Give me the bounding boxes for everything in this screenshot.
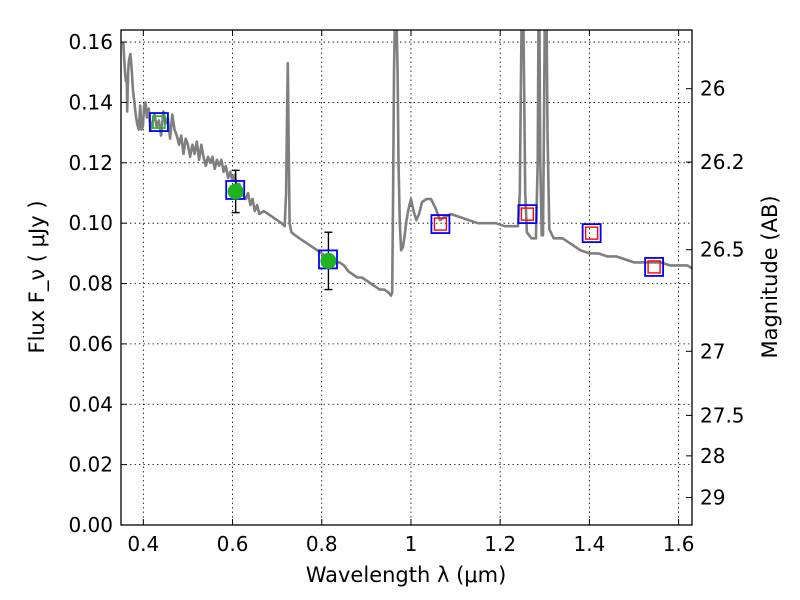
y-tick-label: 0.16: [68, 30, 113, 54]
photometry-point: [227, 183, 244, 200]
y-axis-label: Flux F_ν ( μJy ): [25, 200, 50, 353]
model-square-red: [520, 207, 535, 221]
y-tick-label: 0.02: [68, 453, 113, 477]
model-square-blue: [517, 204, 538, 225]
tick-labels: 0.4 0.6 0.8 1 1.2 1.4 1.6 0.00 0.02 0.04 0.06 0.08 0…: [68, 30, 744, 556]
y-tick-label: 0.04: [68, 392, 113, 416]
x-tick-label: 1.6: [663, 532, 695, 556]
model-square-red: [647, 260, 661, 274]
y-tick-label: 0.10: [68, 211, 113, 235]
y2-tick-label: 28: [700, 444, 725, 468]
model-square-green: [152, 115, 166, 129]
grid: [121, 30, 692, 526]
y2-axis-label: Magnitude (AB): [758, 195, 782, 358]
plot-frame: [120, 29, 693, 526]
photometry-point: [320, 252, 337, 269]
y-tick-label: 0.12: [68, 151, 113, 175]
model-square-red: [433, 217, 448, 231]
x-tick-label: 1.4: [573, 532, 605, 556]
spectrum-layer: [121, 30, 692, 297]
y2-tick-label: 29: [700, 485, 725, 509]
model-square-blue: [581, 223, 602, 244]
x-tick-label: 0.8: [306, 532, 338, 556]
y-tick-label: 0.14: [68, 90, 113, 114]
x-axis-label: Wavelength λ (μm): [306, 563, 507, 587]
model-square-blue: [430, 214, 451, 234]
model-square-red: [584, 226, 599, 240]
x-tick-label: 0.4: [127, 532, 159, 556]
y2-tick-label: 26: [700, 77, 725, 101]
y2-tick-label: 27.5: [700, 403, 745, 427]
y-tick-label: 0.08: [68, 272, 113, 296]
spectrum-line: [121, 30, 692, 297]
y2-tick-label: 26.5: [700, 238, 745, 262]
x-tick-label: 1.2: [484, 532, 516, 556]
x-tick-label: 0.6: [217, 532, 249, 556]
y-tick-label: 0.06: [68, 332, 113, 356]
x-tick-label: 1: [405, 532, 418, 556]
ticks: [121, 30, 692, 526]
markers-layer: [149, 112, 664, 291]
y2-tick-label: 27: [700, 339, 725, 363]
y2-tick-label: 26.2: [700, 150, 745, 174]
y-tick-label: 0.00: [68, 513, 113, 537]
model-square-blue: [149, 112, 169, 132]
model-square-blue: [644, 257, 664, 277]
